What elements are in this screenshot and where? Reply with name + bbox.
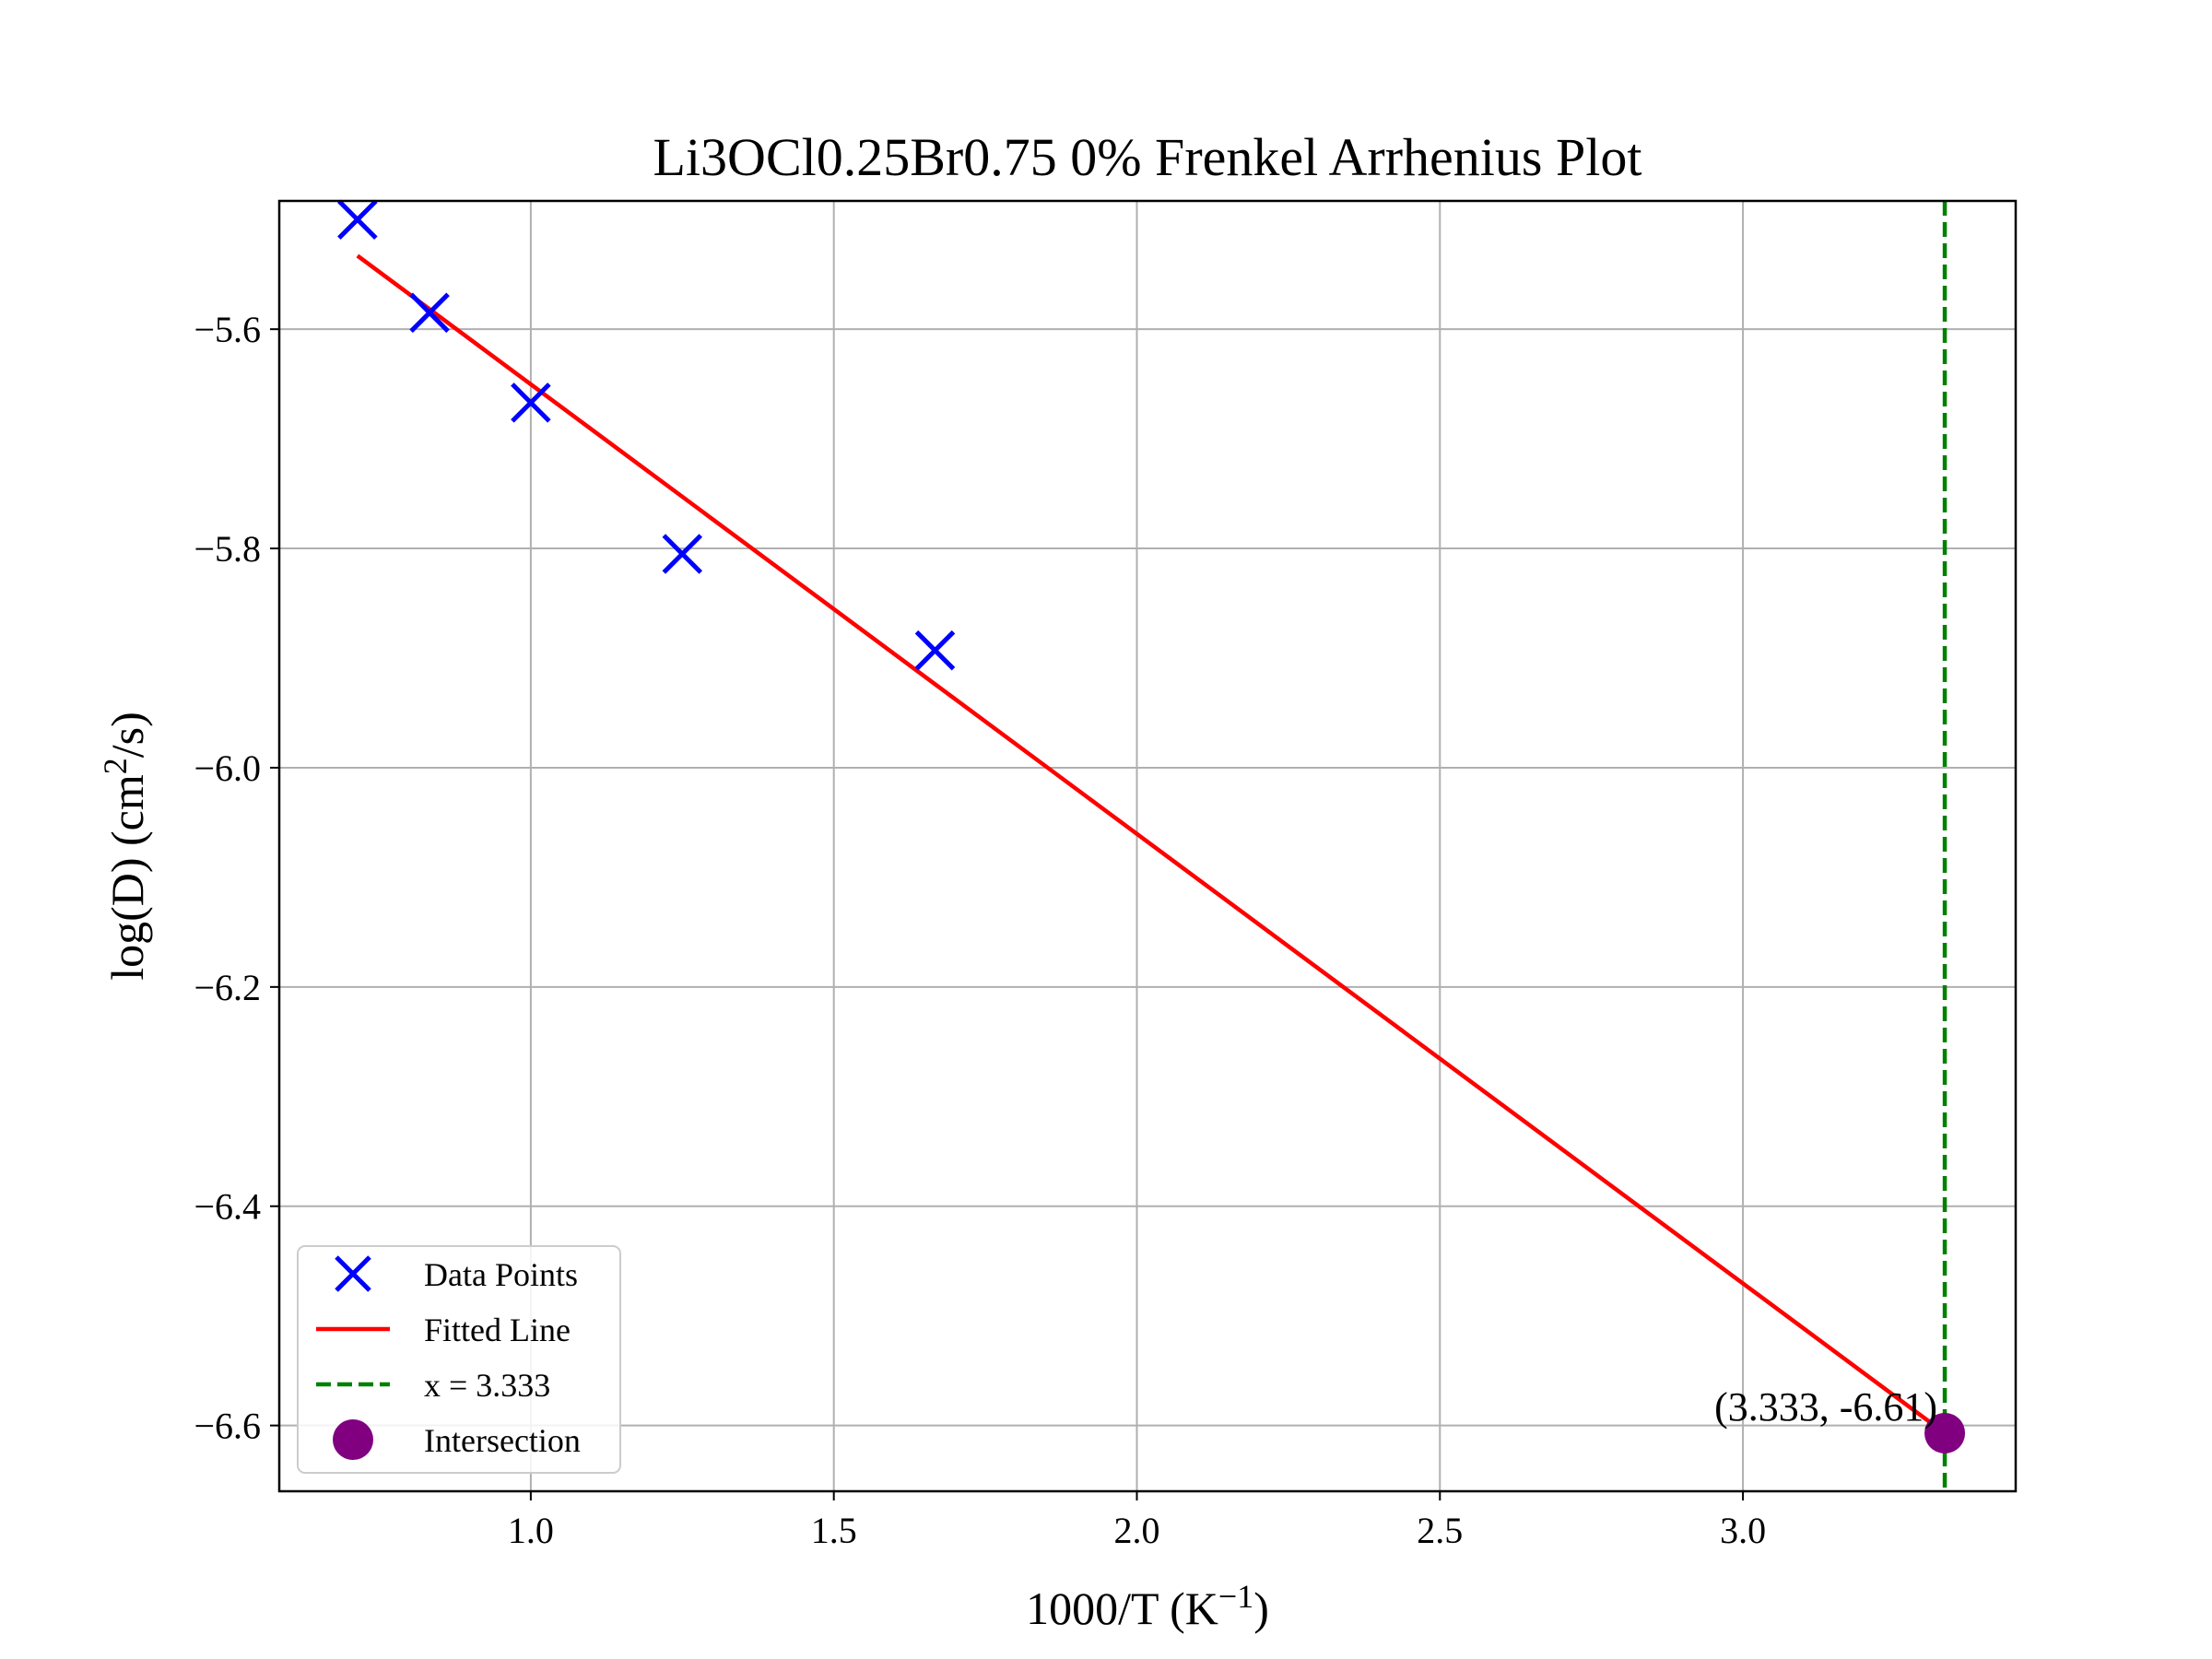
fitted-line (356, 253, 1947, 1435)
legend-swatch-data-points (335, 1255, 371, 1292)
x-axis-label-end: ) (1253, 1583, 1269, 1634)
intersection-point (1924, 1412, 1966, 1453)
legend-label: Intersection (424, 1422, 581, 1459)
legend-box (297, 1245, 621, 1474)
intersection-annotation: (3.333, -6.61) (1714, 1384, 1937, 1430)
y-axis-label-main: log(D) (cm (101, 774, 153, 981)
x-tick-label: 2.5 (1417, 1510, 1463, 1551)
data-point (511, 382, 551, 423)
y-axis-label-sup: 2 (97, 758, 134, 774)
plot-frame (277, 199, 2018, 1493)
x-marker-stroke (335, 1255, 371, 1292)
data-point (914, 629, 956, 671)
chart-title: Li3OCl0.25Br0.75 0% Frenkel Arrhenius Pl… (653, 127, 1642, 187)
x-axis-label-sup: −1 (1218, 1578, 1253, 1615)
data-point (337, 199, 378, 240)
x-axis-label-main: 1000/T (K (1026, 1583, 1218, 1634)
y-tick-label: −6.4 (194, 1186, 261, 1228)
x-marker-stroke (511, 382, 551, 423)
data-point (662, 534, 703, 574)
y-axis-label: log(D) (cm2/s) (97, 712, 153, 981)
x-axis-label: 1000/T (K−1) (1026, 1578, 1269, 1634)
series-layer (337, 199, 1966, 1491)
x-tick-label: 2.0 (1113, 1510, 1159, 1551)
legend-label: Fitted Line (424, 1312, 571, 1348)
x-marker-stroke (337, 199, 378, 240)
y-tick-label: −6.0 (194, 747, 261, 789)
x-marker-stroke (409, 292, 450, 334)
legend-label: Data Points (424, 1256, 578, 1293)
x-tick-label: 3.0 (1720, 1510, 1766, 1551)
annotation-layer: (3.333, -6.61) (1714, 1384, 1937, 1430)
y-axis-label-end: /s) (101, 712, 153, 758)
data-point (409, 292, 450, 334)
y-tick-label: −5.6 (194, 309, 261, 350)
legend-label: x = 3.333 (424, 1367, 550, 1404)
y-tick-label: −5.8 (194, 528, 261, 570)
y-tick-label: −6.2 (194, 967, 261, 1008)
legend: Data Points Fitted Line x = 3.333 Intersect… (297, 1245, 621, 1474)
y-tick-label: −6.6 (194, 1406, 261, 1447)
legend-swatch-intersection (333, 1419, 373, 1460)
x-marker-stroke (662, 534, 703, 574)
ticks: 1.0 1.5 2.0 2.5 3.0 −5.6 −5.8 −6.0 −6.2 −6.4 −6.6 (194, 309, 1766, 1551)
x-tick-label: 1.0 (508, 1510, 554, 1551)
x-tick-label: 1.5 (811, 1510, 857, 1551)
x-marker-stroke (914, 629, 956, 671)
